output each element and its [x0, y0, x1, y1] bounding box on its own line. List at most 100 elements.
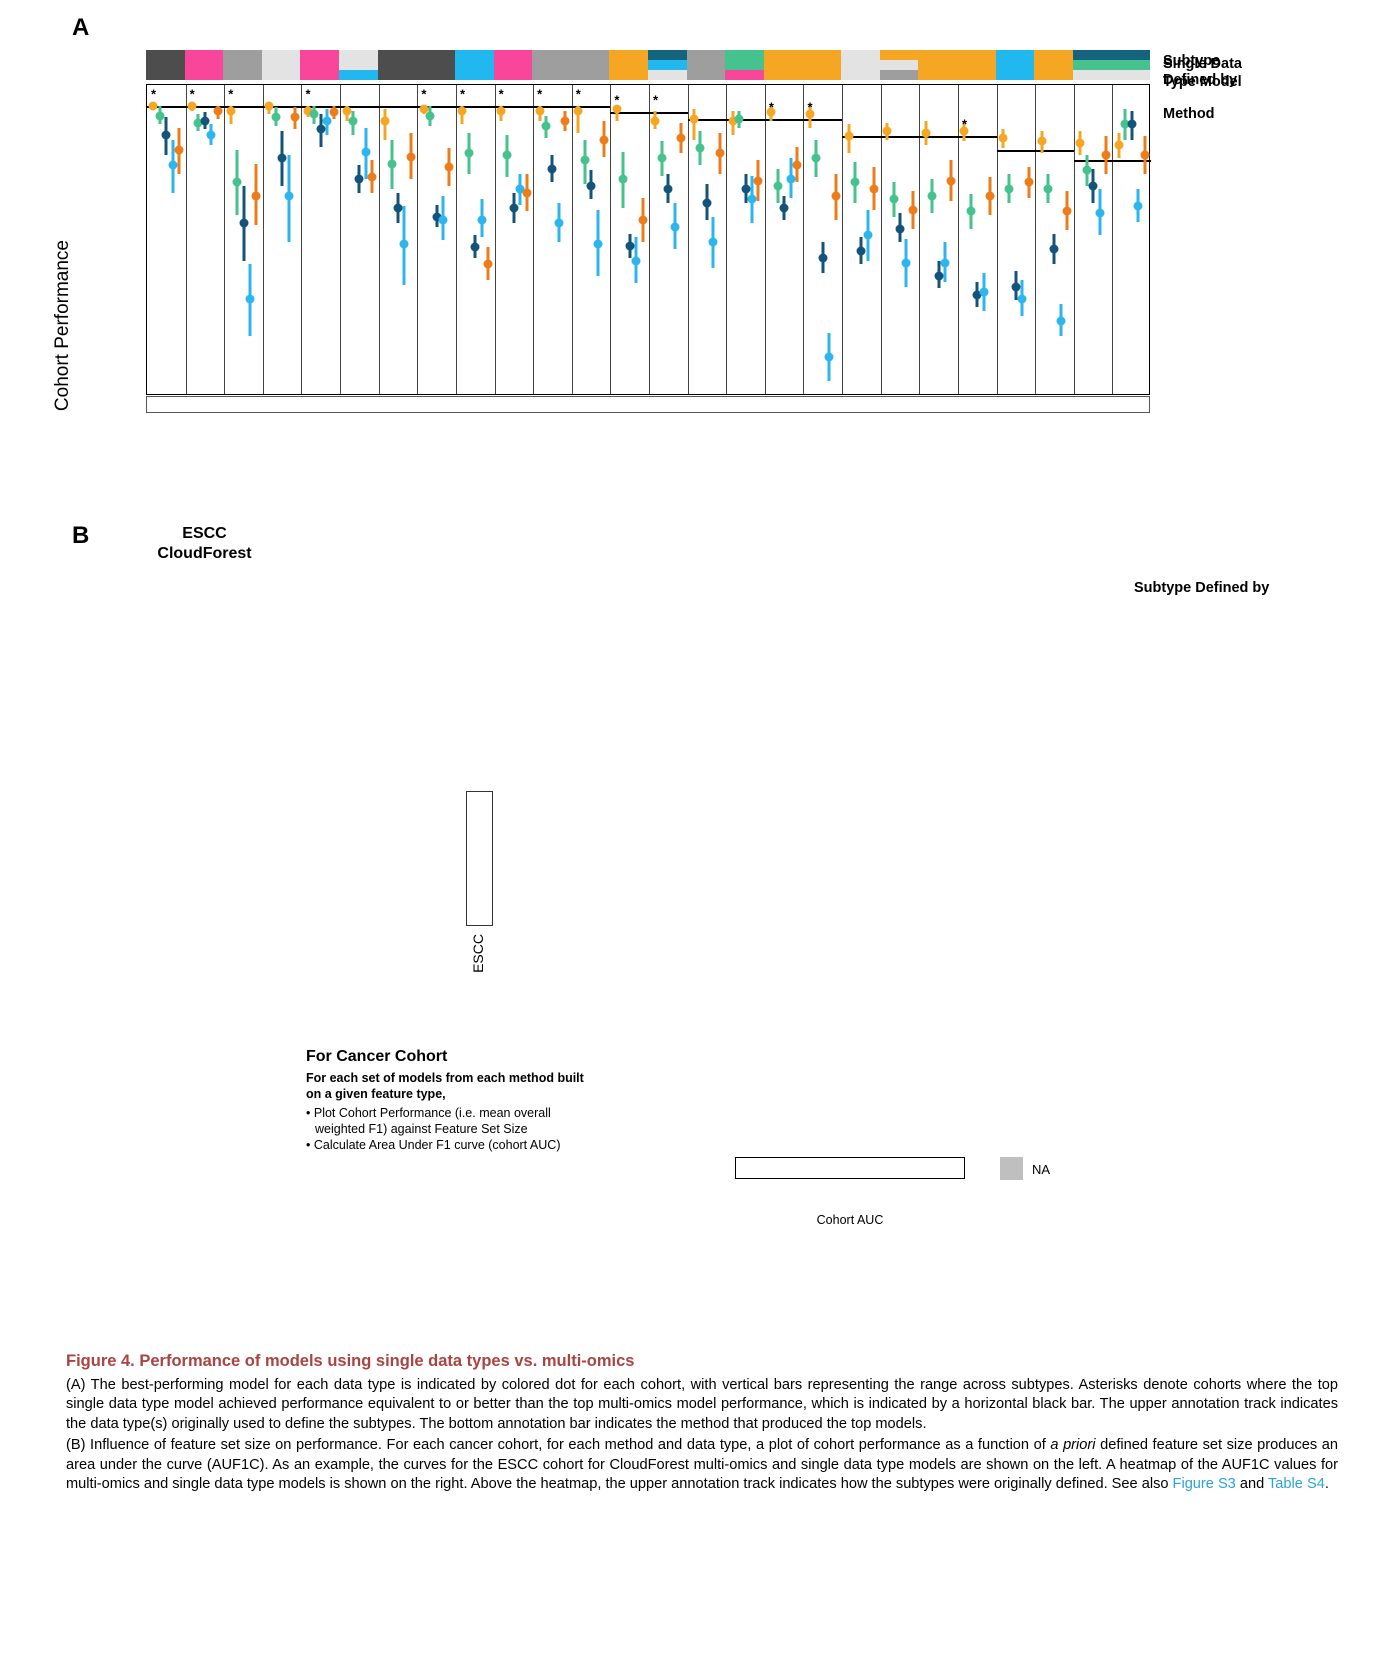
escc-single-column-heatmap — [466, 791, 493, 926]
data-point — [786, 174, 796, 184]
callout-title: For Cancer Cohort — [306, 1048, 448, 1065]
subtype-cell — [1111, 60, 1150, 70]
data-point — [638, 215, 648, 225]
table-s4-link[interactable]: Table S4 — [1268, 1476, 1325, 1493]
subtype-cell — [956, 60, 996, 70]
subtype-cell — [339, 60, 378, 70]
data-point — [921, 128, 931, 138]
data-point — [850, 177, 860, 187]
data-point — [348, 116, 358, 126]
data-point — [766, 107, 776, 117]
callout-bullet-1: • Plot Cohort Performance (i.e. mean ove… — [306, 1105, 551, 1136]
data-point — [824, 352, 834, 362]
data-point — [457, 106, 467, 116]
data-point — [818, 253, 828, 263]
multiomics-performance-bar — [340, 105, 379, 108]
data-point — [972, 290, 982, 300]
data-point — [586, 181, 596, 191]
data-point — [187, 101, 197, 110]
subtype-cell — [956, 70, 996, 80]
subtype-cell — [686, 50, 726, 60]
subtype-cell — [609, 50, 648, 60]
subtype-cell — [416, 70, 455, 80]
multiomics-performance-bar — [842, 136, 881, 139]
data-point — [496, 106, 506, 116]
subtype-cell — [570, 50, 610, 60]
data-point — [535, 106, 545, 116]
significance-asterisk: * — [537, 86, 543, 101]
data-point — [1004, 184, 1014, 194]
cohort-separator — [378, 85, 380, 394]
data-point — [715, 148, 725, 158]
data-point — [206, 130, 216, 140]
data-point — [985, 191, 995, 201]
data-point — [361, 147, 371, 157]
data-point — [657, 153, 667, 163]
figure-s3-link[interactable]: Figure S3 — [1172, 1476, 1236, 1493]
legend-method-header: Method — [1163, 106, 1215, 123]
multiomics-performance-bar — [919, 136, 958, 139]
data-point — [805, 109, 815, 119]
subtype-cell — [648, 60, 687, 70]
data-point — [290, 112, 300, 122]
significance-asterisk: * — [575, 86, 581, 101]
subtype-cell — [725, 60, 764, 70]
panel-b-legend: Subtype Defined by — [1134, 580, 1384, 605]
data-point — [612, 104, 622, 114]
multiomics-performance-bar — [649, 112, 688, 115]
multiomics-performance-bar — [803, 119, 843, 122]
subtype-cell — [261, 50, 301, 60]
cohort-separator — [185, 85, 187, 394]
data-point — [554, 218, 564, 228]
data-point — [193, 118, 203, 128]
cohort-separator — [340, 85, 342, 394]
multiomics-performance-bar — [301, 105, 341, 108]
data-point — [502, 150, 512, 160]
significance-asterisk: * — [807, 99, 813, 115]
cohort-separator — [996, 85, 998, 394]
subtype-cell — [1034, 60, 1073, 70]
data-point — [882, 126, 892, 136]
subtype-cell — [146, 60, 185, 70]
panel-a-letter: A — [72, 14, 90, 41]
subtype-cell — [416, 50, 455, 60]
subtype-cell — [339, 50, 378, 60]
data-point — [367, 172, 377, 182]
data-point — [625, 241, 635, 251]
data-point — [483, 259, 493, 269]
subtype-cell — [493, 60, 533, 70]
subtype-cell — [995, 60, 1035, 70]
subtype-cell — [879, 70, 919, 80]
data-point — [271, 112, 281, 122]
data-point — [1120, 119, 1130, 129]
data-point — [387, 159, 397, 169]
cohort-separator — [224, 85, 226, 394]
multiomics-performance-bar — [726, 119, 765, 122]
data-point — [869, 184, 879, 194]
data-point — [148, 101, 158, 110]
subtype-cell — [454, 60, 494, 70]
significance-asterisk: * — [305, 86, 311, 101]
subtype-cell — [184, 60, 224, 70]
data-point — [811, 153, 821, 163]
subtype-cell — [648, 50, 687, 60]
data-point — [1095, 208, 1104, 218]
subtype-cell — [725, 50, 764, 60]
subtype-cell — [609, 70, 648, 80]
colorbar-label: Cohort AUC — [816, 1213, 884, 1227]
subtype-cell — [300, 70, 340, 80]
multiomics-performance-bar — [185, 105, 225, 108]
data-point — [354, 174, 364, 184]
multiomics-performance-bar — [571, 105, 611, 108]
data-point — [959, 126, 969, 136]
data-point — [419, 104, 429, 114]
data-point — [1082, 165, 1092, 175]
data-point — [946, 176, 956, 186]
data-point — [329, 107, 339, 117]
na-label: NA — [1032, 1162, 1051, 1177]
data-point — [226, 106, 236, 116]
data-point — [792, 160, 802, 170]
legend-b-header: Subtype Defined by — [1134, 580, 1270, 596]
subtype-cell — [879, 50, 919, 60]
multiomics-performance-bar — [455, 105, 495, 108]
